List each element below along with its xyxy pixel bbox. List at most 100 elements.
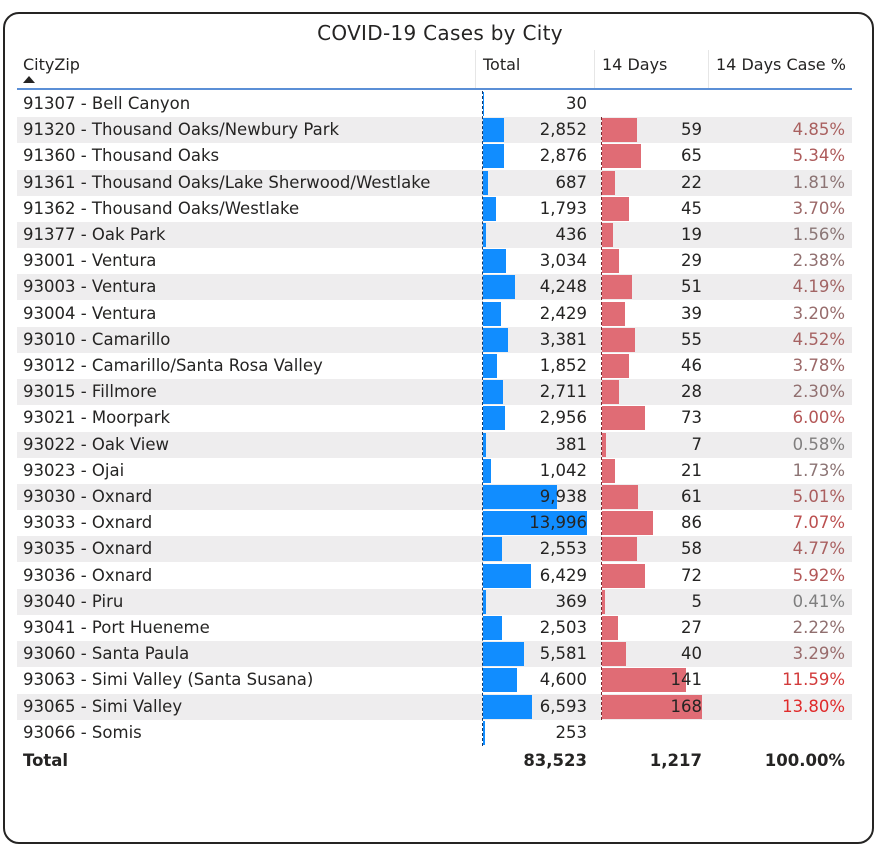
days-cell: 29 [681,251,702,271]
days-cell: 55 [681,329,702,349]
days-data-bar [602,537,637,562]
table-row[interactable]: 93066 - Somis 253 [17,720,852,746]
table-row[interactable]: 93041 - Port Hueneme 2,503 27 2.22% [17,615,852,641]
cityzip-cell: 93022 - Oak View [23,434,169,454]
table-row[interactable]: 93012 - Camarillo/Santa Rosa Valley 1,852… [17,353,852,379]
sort-ascending-icon[interactable] [23,76,35,83]
cityzip-cell: 93001 - Ventura [23,251,157,271]
total-data-bar [483,485,557,509]
total-data-bar [483,589,486,614]
table-row[interactable]: 93010 - Camarillo 3,381 55 4.52% [17,326,852,353]
case-pct-cell: 5.34% [792,146,845,166]
days-cell: 39 [681,303,702,323]
table-row[interactable]: 93015 - Fillmore 2,711 28 2.30% [17,379,852,406]
total-cell: 2,553 [539,539,587,559]
total-data-bar [483,458,491,483]
table-row[interactable]: 93033 - Oxnard 13,996 86 7.07% [17,510,852,536]
visual-title: COVID-19 Cases by City [317,21,563,45]
table-row[interactable]: 93035 - Oxnard 2,553 58 4.77% [17,536,852,563]
total-cell: 2,956 [539,408,587,428]
cityzip-cell: 91362 - Thousand Oaks/Westlake [23,198,300,218]
cityzip-cell: 93060 - Santa Paula [23,644,190,664]
table-row[interactable]: 93022 - Oak View 381 7 0.58% [17,431,852,458]
total-cell: 9,938 [539,487,587,506]
total-cell: 1,852 [539,356,587,375]
table-row[interactable]: 93004 - Ventura 2,429 39 3.20% [17,301,852,327]
days-data-bar [602,196,629,221]
case-pct-cell: 5.92% [792,565,845,585]
case-pct-cell: 13.80% [782,696,845,716]
days-data-bar [602,249,620,274]
table-row[interactable]: 93040 - Piru 369 5 0.41% [17,588,852,615]
total-data-bar [483,144,505,169]
cityzip-cell: 93004 - Ventura [23,303,157,323]
cityzip-cell: 93035 - Oxnard [23,539,153,559]
total-cell: 3,034 [539,251,587,271]
column-header-14-days[interactable]: 14 Days [602,55,668,74]
header-underline [17,88,852,90]
total-cell: 5,581 [539,644,587,664]
table-row[interactable]: 93036 - Oxnard 6,429 72 5.92% [17,563,852,589]
table-row[interactable]: 91307 - Bell Canyon 30 [17,91,852,117]
days-cell: 46 [681,356,702,375]
days-data-bar [602,301,626,326]
column-divider[interactable] [475,50,476,88]
table-row[interactable]: 93003 - Ventura 4,248 51 4.19% [17,274,852,301]
cityzip-cell: 93030 - Oxnard [23,487,153,506]
table-row[interactable]: 93065 - Simi Valley 6,593 168 13.80% [17,693,852,720]
cityzip-cell: 93033 - Oxnard [23,513,153,533]
total-cell: 2,852 [539,120,587,140]
table-total-row[interactable]: Total 83,523 1,217 100.00% [17,748,852,774]
cityzip-cell: 93012 - Camarillo/Santa Rosa Valley [23,356,323,375]
cityzip-cell: 93036 - Oxnard [23,565,153,585]
column-header-cityzip[interactable]: CityZip [23,55,80,74]
table-row[interactable]: 91361 - Thousand Oaks/Lake Sherwood/West… [17,169,852,196]
column-divider[interactable] [708,50,709,88]
case-pct-cell: 2.30% [792,382,845,402]
column-divider[interactable] [594,50,595,88]
cityzip-cell: 93023 - Ojai [23,460,125,480]
days-data-bar [602,432,607,457]
table-row[interactable]: 91362 - Thousand Oaks/Westlake 1,793 45 3.7… [17,196,852,222]
days-cell: 5 [691,591,703,611]
case-pct-cell: 1.56% [792,225,845,244]
cityzip-cell: 93040 - Piru [23,591,124,611]
days-cell: 65 [681,146,702,166]
total-cell: 1,042 [539,460,587,480]
total-data-bar [483,616,502,640]
cityzip-cell: 93003 - Ventura [23,277,157,297]
days-cell: 168 [670,696,703,716]
table-row[interactable]: 93021 - Moorpark 2,956 73 6.00% [17,405,852,431]
total-cell: 6,429 [539,565,587,585]
days-data-bar [602,223,614,247]
days-cell: 28 [681,382,702,402]
total-bar-axis [482,91,484,746]
table-row[interactable]: 91320 - Thousand Oaks/Newbury Park 2,852 5… [17,117,852,144]
days-data-bar [602,118,638,143]
column-header-14-days-case-pct[interactable]: 14 Days Case % [716,55,846,74]
cityzip-cell: 91360 - Thousand Oaks [23,146,220,166]
case-pct-cell: 0.41% [792,591,845,611]
days-cell: 7 [691,434,703,454]
total-data-bar [483,720,485,745]
case-pct-cell: 3.20% [792,303,845,323]
days-cell: 21 [681,460,702,480]
table-row[interactable]: 93063 - Simi Valley (Santa Susana) 4,600 1… [17,667,852,693]
total-data-bar [483,537,502,562]
table-row[interactable]: 91360 - Thousand Oaks 2,876 65 5.34% [17,143,852,169]
table-row[interactable]: 93001 - Ventura 3,034 29 2.38% [17,248,852,274]
case-pct-cell: 3.70% [792,198,845,218]
days-data-bar [602,170,616,195]
case-pct-cell [707,91,845,117]
total-cell: 687 [555,172,588,192]
table-row[interactable]: 93060 - Santa Paula 5,581 40 3.29% [17,641,852,668]
table-row[interactable]: 91377 - Oak Park 436 19 1.56% [17,222,852,248]
case-pct-cell: 4.85% [792,120,845,140]
table-row[interactable]: 93030 - Oxnard 9,938 61 5.01% [17,484,852,510]
column-header-total[interactable]: Total [483,55,521,74]
total-cell: 30 [566,94,587,113]
case-pct-cell: 3.78% [792,356,845,375]
table-row[interactable]: 93023 - Ojai 1,042 21 1.73% [17,458,852,484]
cityzip-cell: 93066 - Somis [23,722,142,742]
case-pct-cell: 6.00% [792,408,845,428]
